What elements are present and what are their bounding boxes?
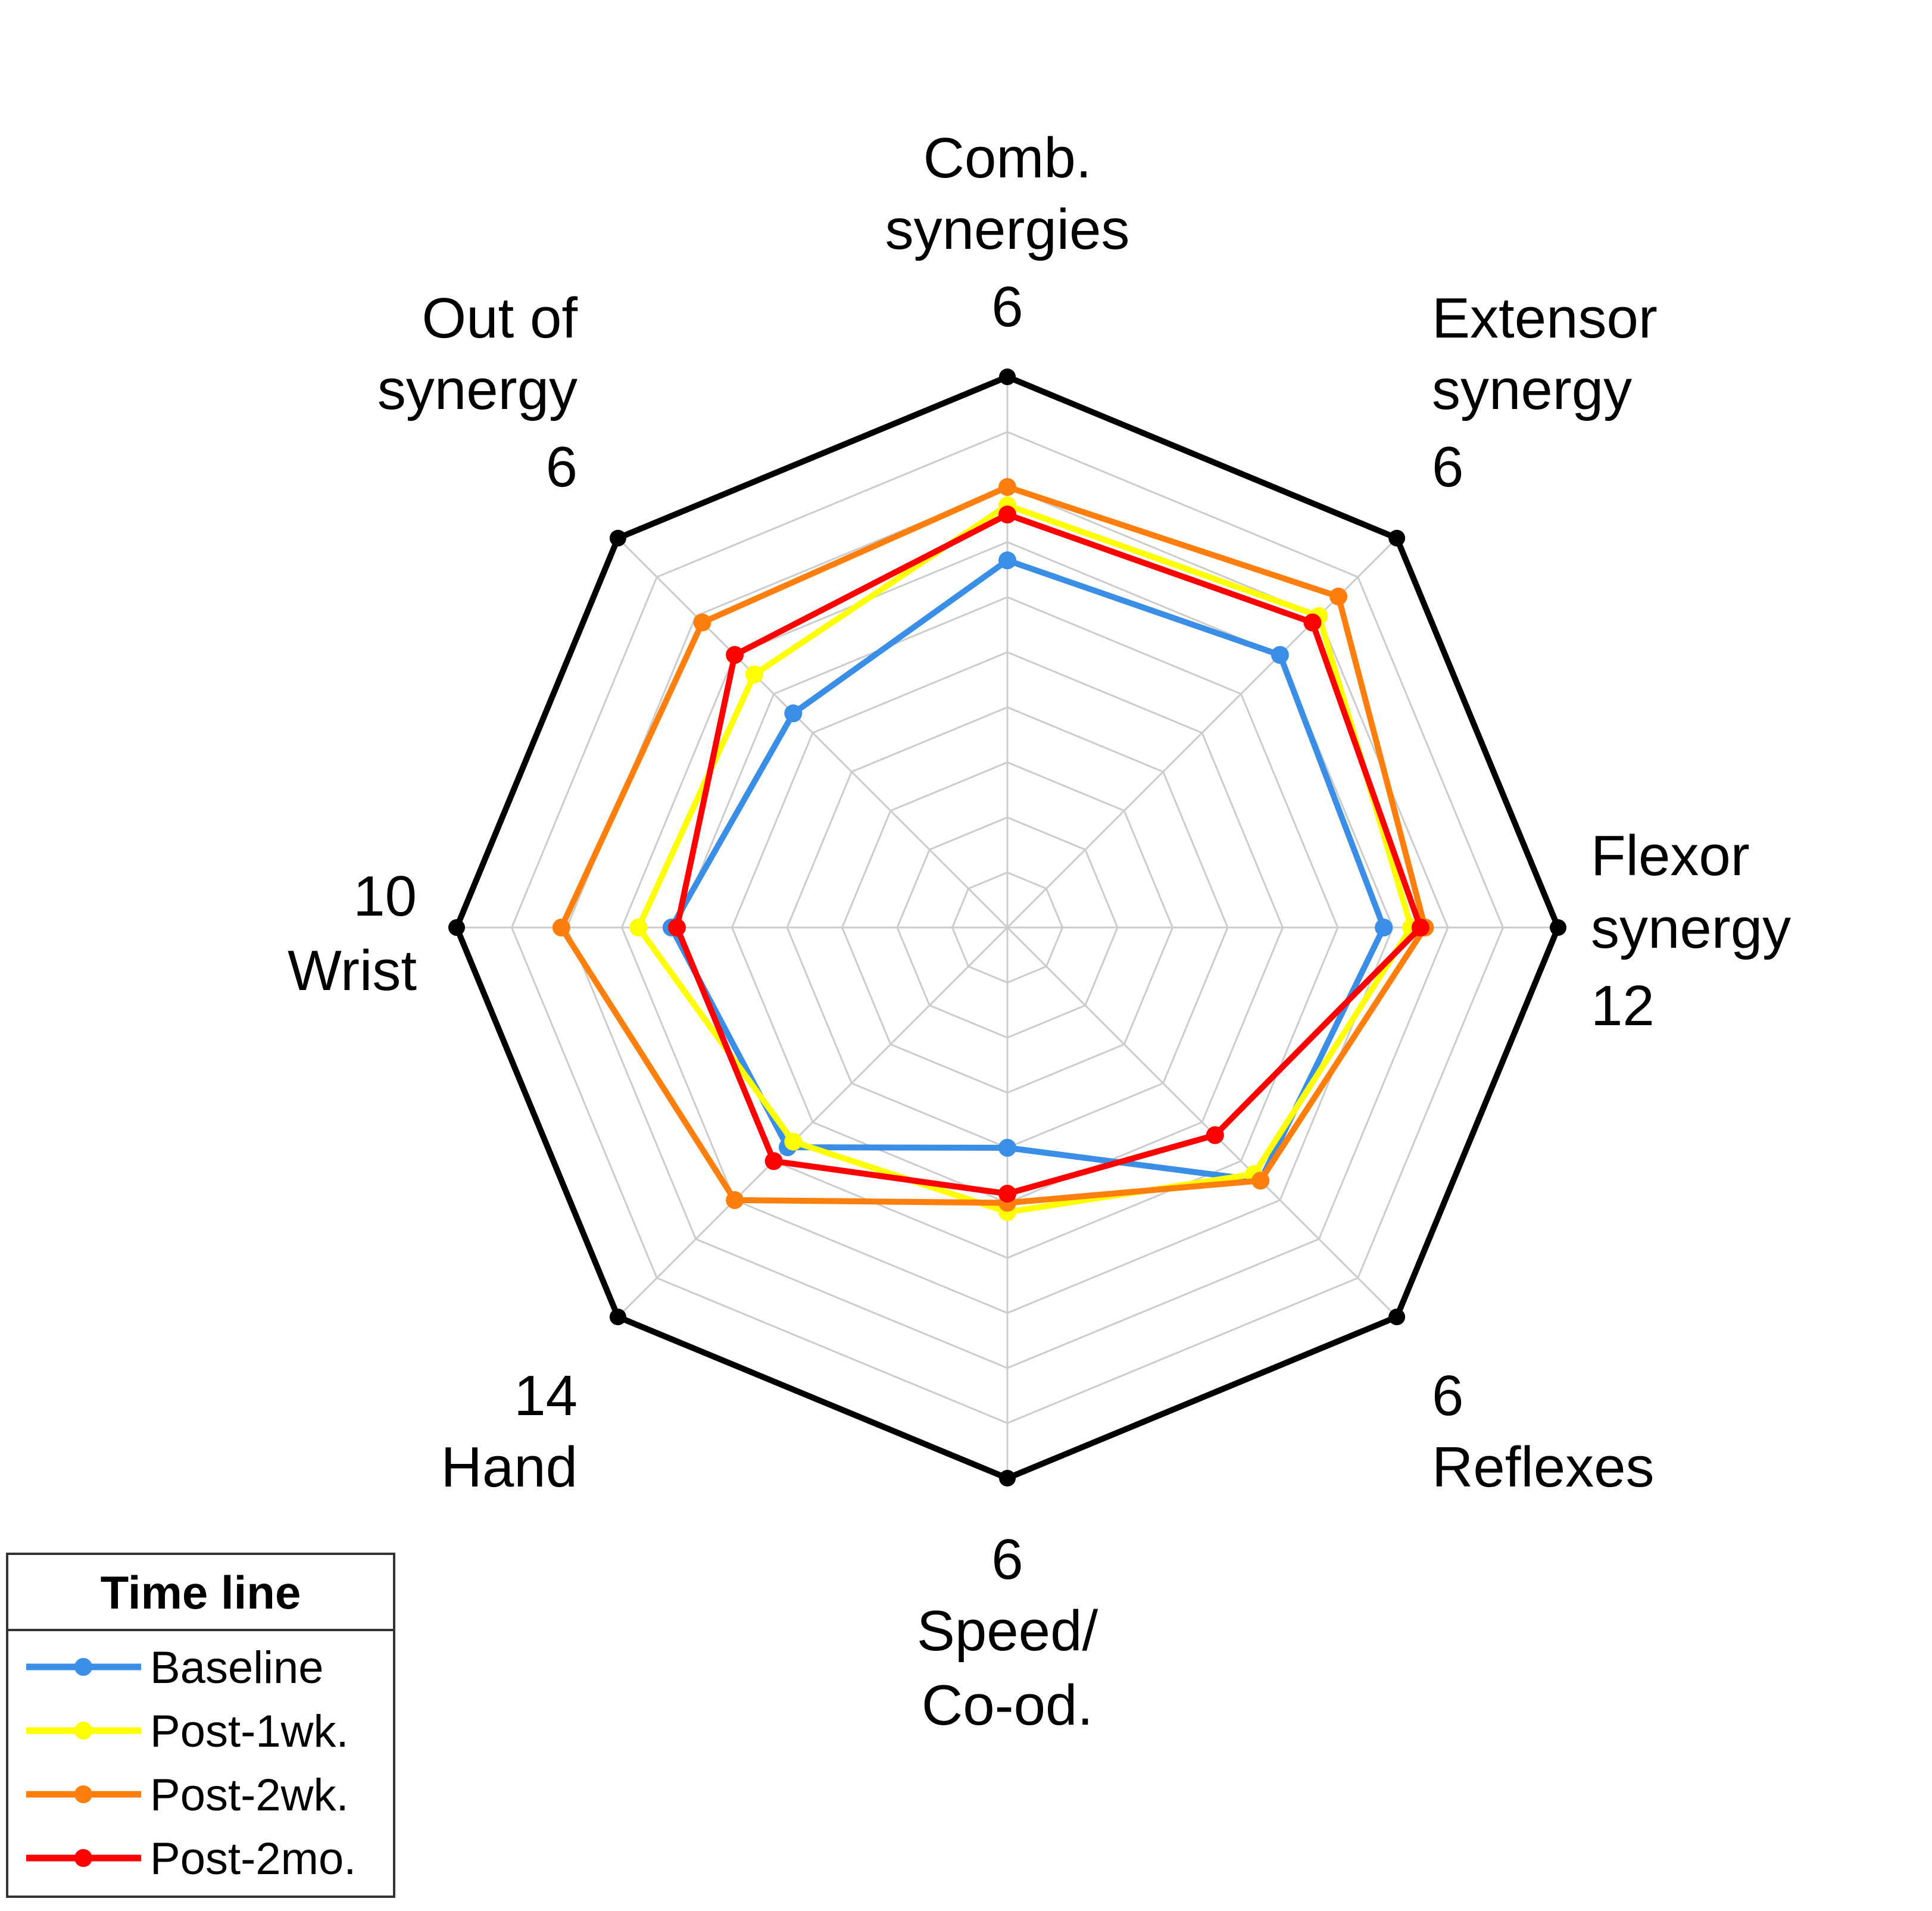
legend-item-label: Post-2wk. [150,1770,349,1821]
axis-label: Wrist [288,939,417,1003]
series-point [693,613,711,632]
series-4 [668,505,1430,1203]
axis-max-label: 6 [991,275,1023,339]
axis-max-label: 10 [353,864,417,928]
axis-max-label: 6 [1432,435,1463,499]
outer-vertex-marker [1388,529,1406,547]
series [552,478,1434,1221]
axis-max-label: 6 [546,435,578,499]
series-point [1303,613,1322,632]
outer-vertex-marker [999,1470,1016,1487]
series-point [998,1185,1016,1203]
grid-spoke [617,537,1009,929]
outer-vertex-marker [609,1309,626,1326]
axis-label: Out of [422,286,578,350]
series-point [745,665,763,683]
legend-swatch-marker [74,1722,92,1740]
series-point [629,919,648,936]
series-point [726,646,744,664]
axis-label: Co-od. [922,1673,1093,1737]
axis-labels: Comb. synergies 6 Extensor synergy 6 Flexor syn… [288,126,1791,1737]
legend-box [6,1553,395,1898]
series-point [764,1152,783,1170]
outer-vertex-marker [999,369,1016,385]
legend-swatch-marker [74,1849,92,1867]
legend-swatch-marker [74,1658,92,1676]
series-point [668,919,686,936]
series-point [1206,1126,1224,1144]
legend-item-label: Post-1wk. [150,1706,349,1757]
series-line [635,502,1415,1215]
axis-label: Comb. [923,126,1092,190]
grid-spoke [617,926,1009,1318]
legend-item-label: Post-2mo. [150,1834,356,1884]
series-point [1375,919,1393,936]
grid-spoke [1006,926,1398,1318]
legend: Time line Baseline Post-1wk. Post-2wk. Post-… [6,1553,395,1898]
series-point [784,704,803,723]
series-point [998,478,1016,496]
outer-vertex-marker [1388,1309,1406,1326]
axis-label: Speed/ [917,1599,1098,1663]
series-1 [662,551,1393,1190]
outer-vertex-marker [448,919,465,936]
axis-label: synergy [377,358,578,421]
axis-label: synergy [1591,897,1791,960]
series-point [784,1132,803,1151]
legend-item-label: Baseline [150,1643,324,1693]
series-point [998,551,1016,570]
axis-label: Extensor [1432,286,1658,350]
legend-swatch-marker [74,1785,92,1803]
series-point [998,1139,1016,1157]
outer-vertex-marker [609,529,626,547]
outer-vertex-marker [1550,919,1566,936]
series-point [552,919,570,936]
axis-max-label: 14 [514,1364,578,1428]
axis-label: Hand [441,1435,578,1499]
axis-label: synergy [1432,358,1632,421]
grid-spoke [1006,537,1398,929]
legend-title: Time line [101,1566,301,1619]
series-point [1251,1172,1270,1190]
axis-max-label: 6 [1432,1364,1463,1428]
series-point [1411,919,1430,936]
axis-label: synergies [885,198,1130,261]
axis-max-label: 12 [1591,974,1655,1038]
series-point [726,1191,744,1209]
series-point [1329,588,1347,605]
series-point [1271,646,1289,664]
axis-label: Reflexes [1432,1435,1655,1499]
series-point [998,505,1016,524]
axis-label: Flexor [1591,824,1750,888]
axis-max-label: 6 [991,1528,1023,1591]
outer-frame [448,369,1566,1487]
